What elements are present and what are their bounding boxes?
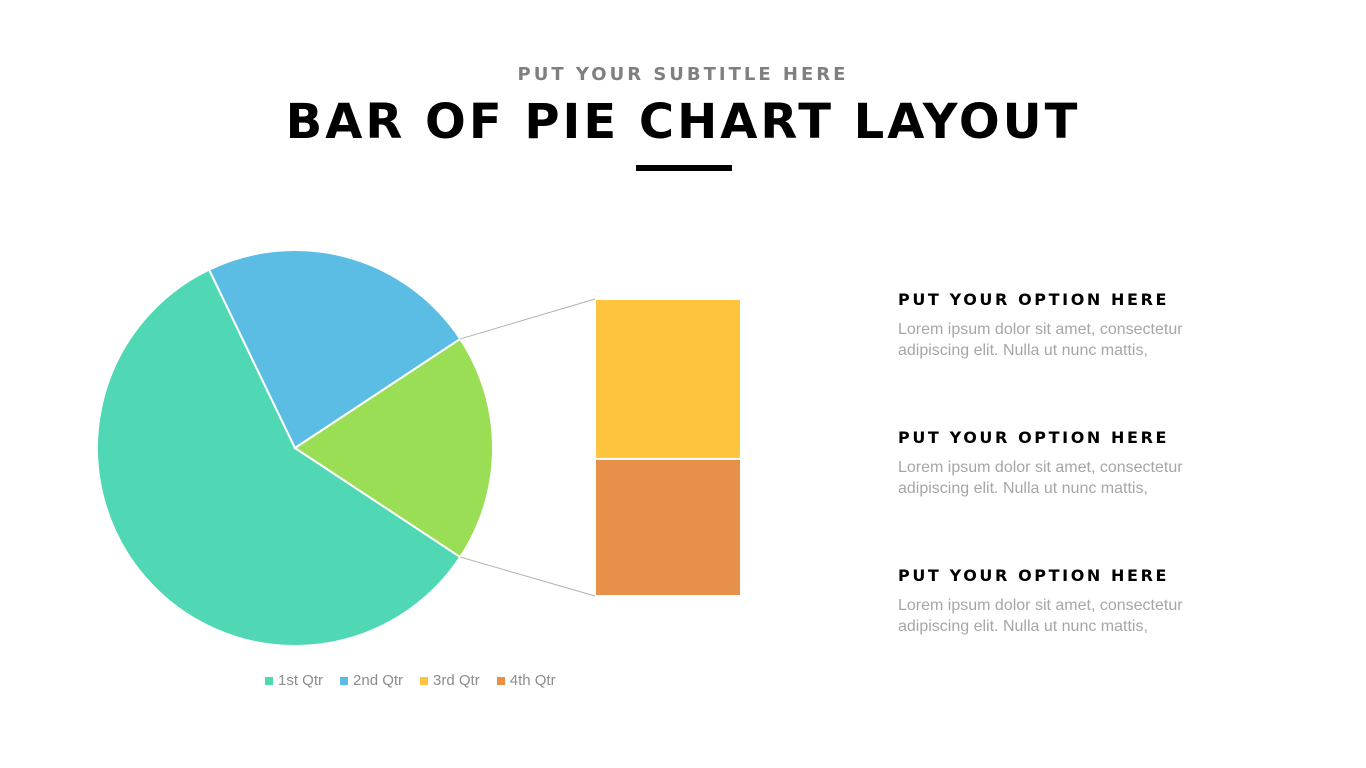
- option-title: PUT YOUR OPTION HERE: [898, 566, 1170, 585]
- connector-line-bottom: [460, 556, 596, 597]
- legend-swatch: [265, 676, 273, 685]
- legend-label: 4th Qtr: [509, 672, 556, 689]
- legend-label: 1st Qtr: [278, 672, 324, 689]
- connector-line-top: [460, 298, 596, 340]
- pie-slice-2nd-qtr: [207, 249, 462, 450]
- option-body: Lorem ipsum dolor sit amet, consectetur …: [898, 597, 1183, 635]
- option-title: PUT YOUR OPTION HERE: [898, 290, 1170, 309]
- legend-label: 3rd Qtr: [433, 672, 480, 689]
- slide-subtitle: PUT YOUR SUBTITLE HERE: [517, 64, 849, 85]
- legend-item: 2nd Qtr: [340, 672, 403, 689]
- bar-segment-4th-qtr: [594, 457, 742, 597]
- pie-slice-1st-qtr: [96, 268, 462, 647]
- option-title: PUT YOUR OPTION HERE: [898, 428, 1170, 447]
- legend-label: 2nd Qtr: [353, 672, 404, 689]
- pie-slice-other: [293, 337, 495, 559]
- legend-item: 1st Qtr: [265, 672, 323, 689]
- legend-item: 4th Qtr: [496, 672, 556, 689]
- legend-item: 3rd Qtr: [420, 672, 480, 689]
- option-block: PUT YOUR OPTION HERE Lorem ipsum dolor s…: [898, 428, 1258, 499]
- option-body: Lorem ipsum dolor sit amet, consectetur …: [898, 321, 1183, 359]
- title-underline: [636, 165, 732, 171]
- option-block: PUT YOUR OPTION HERE Lorem ipsum dolor s…: [898, 566, 1258, 637]
- slide-title: BAR OF PIE CHART LAYOUT: [285, 94, 1081, 150]
- chart-legend: 1st Qtr 2nd Qtr 3rd Qtr 4th Qtr: [265, 672, 556, 689]
- option-body: Lorem ipsum dolor sit amet, consectetur …: [898, 459, 1183, 497]
- option-block: PUT YOUR OPTION HERE Lorem ipsum dolor s…: [898, 290, 1258, 361]
- legend-swatch: [420, 676, 429, 685]
- legend-swatch: [496, 676, 505, 685]
- bar-segment-3rd-qtr: [594, 298, 742, 460]
- legend-swatch: [340, 676, 349, 685]
